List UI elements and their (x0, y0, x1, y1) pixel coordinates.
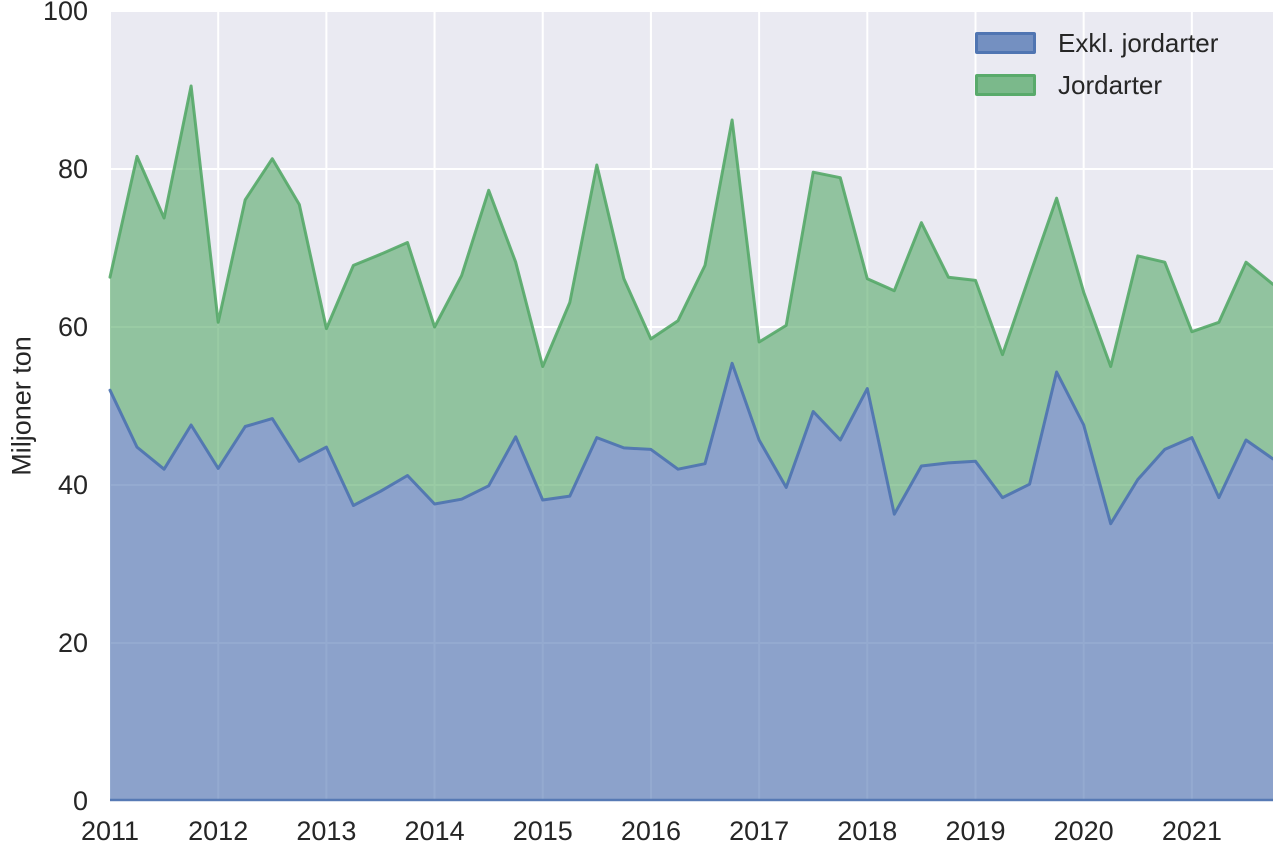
y-tick-label: 0 (73, 786, 88, 816)
y-axis-label: Miljoner ton (6, 336, 37, 476)
y-tick-label: 60 (58, 312, 88, 342)
legend-swatch-green (975, 73, 1036, 96)
legend-item-jordarter: Jordarter (975, 68, 1218, 101)
area-jordarter (110, 86, 1273, 524)
line-exkl-jordarter (108, 361, 1273, 526)
y-tick-label: 100 (43, 0, 88, 26)
y-tick-label: 20 (58, 628, 88, 658)
y-tick-label: 80 (58, 154, 88, 184)
x-tick-label: 2016 (621, 816, 681, 846)
line-jordarter (108, 84, 1273, 368)
x-tick-label: 2012 (188, 816, 248, 846)
x-tick-label: 2013 (296, 816, 356, 846)
x-tick-label: 2017 (729, 816, 789, 846)
x-tick-label: 2011 (81, 816, 139, 846)
legend-item-exkl-jordarter: Exkl. jordarter (975, 26, 1218, 59)
legend: Exkl. jordarter Jordarter (975, 26, 1218, 101)
y-tick-label: 40 (58, 470, 88, 500)
x-tick-label: 2014 (405, 816, 465, 846)
x-tick-label: 2019 (945, 816, 1005, 846)
legend-swatch-blue (975, 31, 1036, 54)
legend-label-jordarter: Jordarter (1058, 69, 1163, 100)
x-tick-label: 2021 (1162, 816, 1222, 846)
legend-label-exkl-jordarter: Exkl. jordarter (1058, 27, 1219, 58)
x-tick-label: 2015 (513, 816, 573, 846)
x-tick-label: 2020 (1054, 816, 1114, 846)
x-tick-label: 2018 (837, 816, 897, 846)
